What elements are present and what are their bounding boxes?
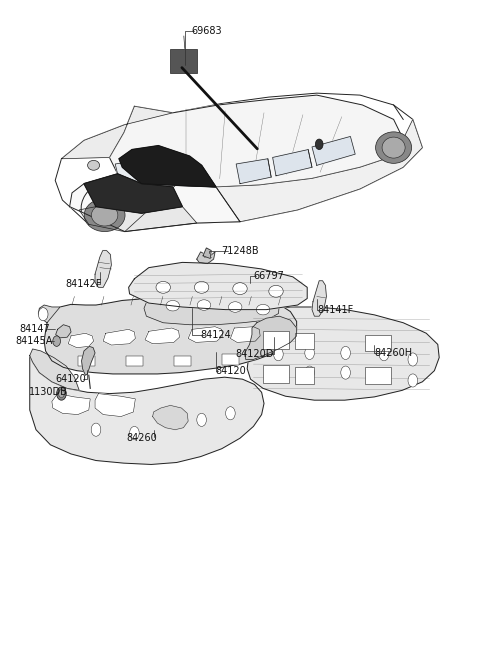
Circle shape [38,308,48,321]
Polygon shape [119,146,216,187]
Ellipse shape [269,285,283,297]
Text: 84260: 84260 [126,433,157,443]
FancyBboxPatch shape [126,356,143,366]
Circle shape [130,426,139,440]
Circle shape [341,346,350,359]
Text: 64120: 64120 [56,374,86,384]
Ellipse shape [197,300,211,310]
Circle shape [53,336,60,346]
Text: 1130DB: 1130DB [29,387,67,398]
Polygon shape [153,405,188,430]
Polygon shape [144,285,279,325]
FancyBboxPatch shape [170,49,197,73]
Polygon shape [38,305,60,323]
Polygon shape [84,174,182,213]
Polygon shape [203,248,211,258]
Circle shape [379,348,389,361]
Polygon shape [56,325,71,338]
Polygon shape [79,207,197,232]
Circle shape [341,366,350,379]
FancyBboxPatch shape [295,367,314,384]
Polygon shape [55,93,422,232]
Circle shape [274,367,283,380]
Polygon shape [216,119,422,222]
Polygon shape [109,95,403,187]
Text: 71248B: 71248B [221,245,259,256]
Ellipse shape [91,204,118,226]
Ellipse shape [375,132,411,163]
FancyBboxPatch shape [365,367,391,384]
Text: 66797: 66797 [253,270,284,281]
FancyBboxPatch shape [263,331,289,349]
Ellipse shape [156,281,170,293]
Ellipse shape [256,304,270,315]
Circle shape [305,366,314,379]
Circle shape [379,369,389,382]
Polygon shape [230,327,260,342]
Text: 84120D: 84120D [235,349,274,359]
Polygon shape [95,251,111,287]
Polygon shape [30,356,264,464]
FancyBboxPatch shape [78,356,95,366]
Text: 84145A: 84145A [16,336,53,346]
Polygon shape [245,316,297,359]
Circle shape [315,139,323,150]
Polygon shape [312,281,326,316]
Circle shape [59,390,64,398]
FancyBboxPatch shape [263,365,289,383]
Polygon shape [68,333,94,348]
Ellipse shape [166,300,180,311]
Polygon shape [115,161,216,187]
Circle shape [408,353,418,366]
Text: 84147: 84147 [19,324,50,335]
Polygon shape [82,346,95,375]
Polygon shape [30,349,79,390]
Text: 84141F: 84141F [318,304,354,315]
Ellipse shape [84,199,125,232]
Circle shape [305,346,314,359]
Ellipse shape [382,137,405,158]
Circle shape [408,374,418,387]
Polygon shape [247,307,439,400]
Polygon shape [145,328,180,344]
Circle shape [57,387,66,400]
Polygon shape [103,329,135,345]
Polygon shape [61,106,173,159]
Polygon shape [312,136,355,165]
Polygon shape [197,252,215,264]
Polygon shape [52,394,90,415]
Circle shape [274,348,283,361]
Polygon shape [188,327,223,342]
Text: 84142F: 84142F [66,279,102,289]
Text: 84124: 84124 [201,329,231,340]
Polygon shape [44,297,297,374]
Ellipse shape [194,281,209,293]
Circle shape [197,413,206,426]
Polygon shape [236,159,271,184]
Text: 84260H: 84260H [374,348,413,358]
Ellipse shape [233,283,247,295]
Circle shape [226,407,235,420]
FancyBboxPatch shape [295,333,314,349]
Polygon shape [70,174,240,232]
Polygon shape [129,262,307,310]
Polygon shape [95,394,135,417]
Text: 69683: 69683 [191,26,222,37]
Text: 84120: 84120 [215,366,246,377]
Circle shape [91,423,101,436]
Polygon shape [273,150,312,176]
FancyBboxPatch shape [174,356,191,366]
Ellipse shape [228,302,242,312]
FancyBboxPatch shape [365,335,391,351]
Ellipse shape [88,160,100,171]
FancyBboxPatch shape [222,354,239,365]
